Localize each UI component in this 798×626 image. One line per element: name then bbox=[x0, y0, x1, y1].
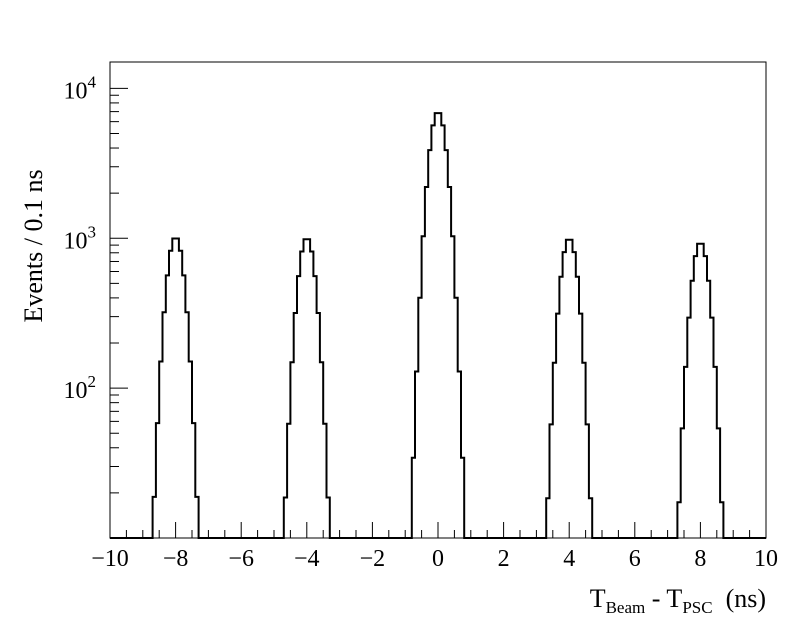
y-axis-ticks: 102 103 104 bbox=[64, 72, 128, 539]
x-axis-ticks: −10 −8 −6 −4 −2 0 2 4 6 8 10 bbox=[91, 522, 778, 572]
x-tick-label: 10 bbox=[754, 546, 778, 572]
y-tick-label: 104 bbox=[64, 72, 97, 104]
x-tick-label: −4 bbox=[294, 546, 320, 572]
x-title-sub-beam: Beam bbox=[606, 598, 646, 617]
x-tick-label: −6 bbox=[228, 546, 254, 572]
y-tick-label: 103 bbox=[64, 222, 97, 254]
x-tick-label: 2 bbox=[498, 546, 510, 572]
x-tick-label: −8 bbox=[163, 546, 189, 572]
x-title-mid: - T bbox=[645, 584, 682, 613]
x-title-main: T bbox=[590, 584, 606, 613]
x-tick-label: 8 bbox=[694, 546, 706, 572]
x-tick-label: −10 bbox=[91, 546, 129, 572]
y-tick-label: 102 bbox=[64, 372, 97, 404]
x-tick-label: −2 bbox=[360, 546, 386, 572]
x-axis-title: TBeam - TPSC (ns) bbox=[590, 584, 766, 617]
x-tick-label: 0 bbox=[432, 546, 444, 572]
y-axis-title: Events / 0.1 ns bbox=[19, 169, 48, 322]
x-title-sub-psc: PSC bbox=[682, 598, 712, 617]
x-title-unit: (ns) bbox=[713, 584, 766, 613]
histogram-line bbox=[110, 112, 766, 539]
x-tick-label: 4 bbox=[563, 546, 575, 572]
x-tick-label: 6 bbox=[629, 546, 641, 572]
plot-frame bbox=[109, 61, 767, 539]
